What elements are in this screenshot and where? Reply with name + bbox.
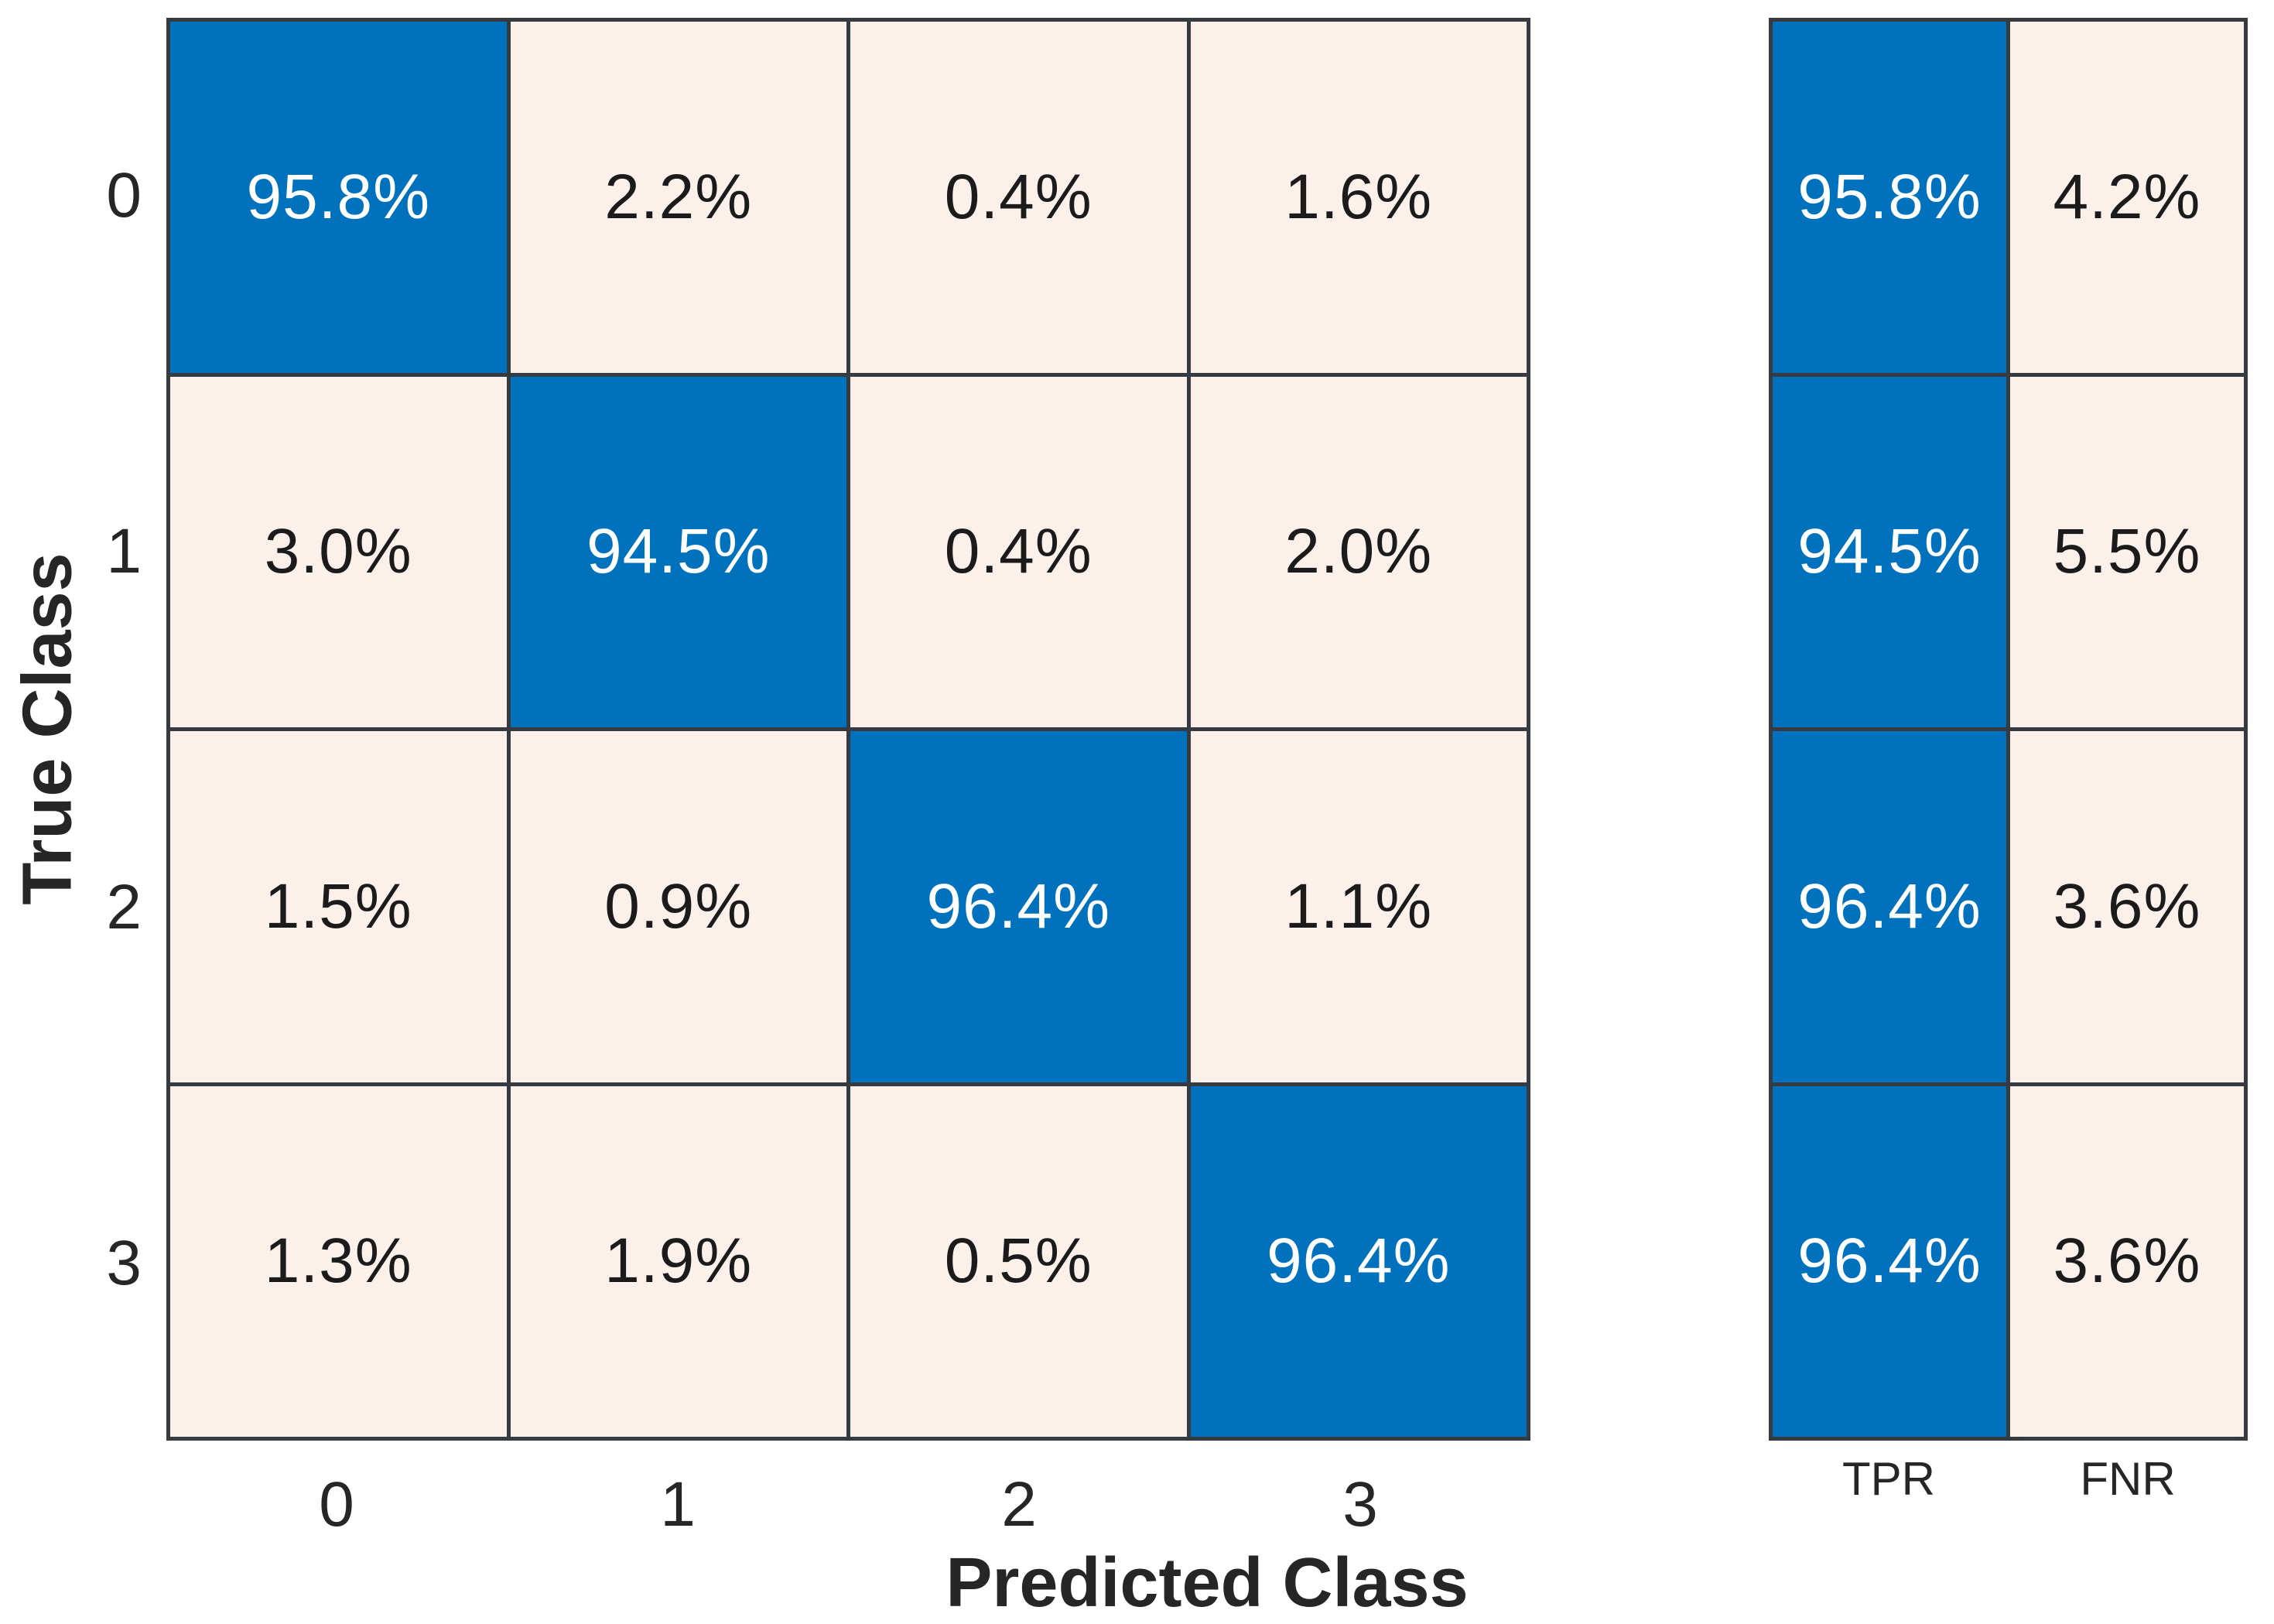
matrix-cell-r3c1: 1.9% xyxy=(510,1086,846,1437)
x-axis-title: Predicted Class xyxy=(946,1544,1469,1622)
y-tick-3: 3 xyxy=(106,1228,142,1298)
matrix-cell-r2c0: 1.5% xyxy=(170,731,507,1082)
fnr-cell-r0: 4.2% xyxy=(2010,22,2244,373)
matrix-cell-r1c0: 3.0% xyxy=(170,376,507,727)
matrix-cell-r3c0: 1.3% xyxy=(170,1086,507,1437)
y-tick-0: 0 xyxy=(106,160,142,231)
fnr-cell-r1: 5.5% xyxy=(2010,376,2244,727)
confusion-matrix-grid: 95.8% 2.2% 0.4% 1.6% 3.0% 94.5% 0.4% 2.0% 1.5% 0.… xyxy=(166,18,1530,1441)
y-tick-1: 1 xyxy=(106,516,142,586)
y-axis-title: True Class xyxy=(9,552,87,905)
matrix-cell-r1c1: 94.5% xyxy=(510,376,846,727)
matrix-cell-r0c3: 1.6% xyxy=(1190,22,1527,373)
matrix-cell-r2c2: 96.4% xyxy=(850,731,1187,1082)
matrix-cell-r0c1: 2.2% xyxy=(510,22,846,373)
fnr-cell-r3: 3.6% xyxy=(2010,1086,2244,1437)
matrix-cell-r1c3: 2.0% xyxy=(1190,376,1527,727)
matrix-cell-r3c2: 0.5% xyxy=(850,1086,1187,1437)
matrix-cell-r2c1: 0.9% xyxy=(510,731,846,1082)
matrix-cell-r0c2: 0.4% xyxy=(850,22,1187,373)
tpr-cell-r1: 94.5% xyxy=(1773,376,2006,727)
row-summary-panel: 95.8% 4.2% 94.5% 5.5% 96.4% 3.6% 96.4% 3.6% xyxy=(1769,18,2248,1441)
x-tick-2: 2 xyxy=(1001,1469,1037,1540)
x-tick-3: 3 xyxy=(1342,1469,1378,1540)
matrix-cell-r2c3: 1.1% xyxy=(1190,731,1527,1082)
tpr-cell-r3: 96.4% xyxy=(1773,1086,2006,1437)
y-tick-2: 2 xyxy=(106,872,142,942)
x-tick-1: 1 xyxy=(660,1469,696,1540)
matrix-cell-r3c3: 96.4% xyxy=(1190,1086,1527,1437)
fnr-cell-r2: 3.6% xyxy=(2010,731,2244,1082)
tpr-cell-r0: 95.8% xyxy=(1773,22,2006,373)
matrix-cell-r0c0: 95.8% xyxy=(170,22,507,373)
x-tick-0: 0 xyxy=(319,1469,354,1540)
fnr-column-label: FNR xyxy=(2080,1453,2176,1505)
tpr-column-label: TPR xyxy=(1842,1453,1935,1505)
matrix-cell-r1c2: 0.4% xyxy=(850,376,1187,727)
tpr-cell-r2: 96.4% xyxy=(1773,731,2006,1082)
